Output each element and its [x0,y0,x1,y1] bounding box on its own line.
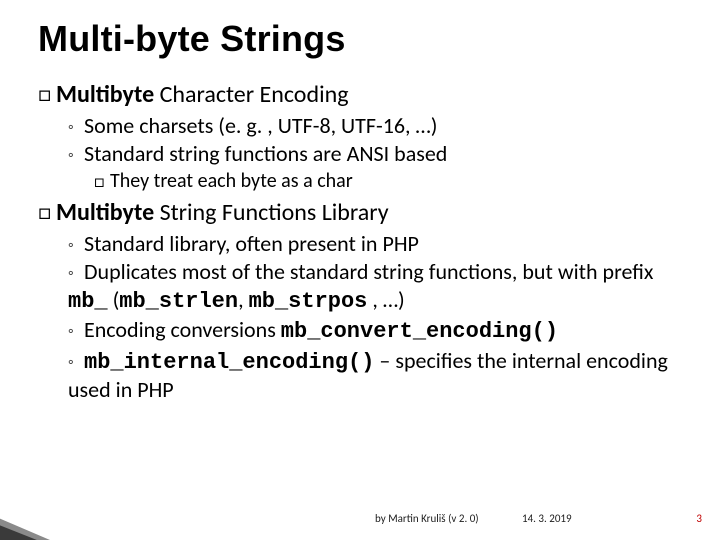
list-item: ◦Standard library, often present in PHP [68,230,682,258]
section-library: □Multibyte String Functions Library ◦Sta… [38,198,682,404]
list-text: They treat each byte as a char [110,169,353,193]
ring-bullet-icon: ◦ [68,353,84,373]
ring-bullet-icon: ◦ [68,118,84,138]
list-item: ◦Some charsets (e. g. , UTF-8, UTF-16, …… [68,112,682,140]
list-item: ◦Encoding conversions mb_convert_encodin… [68,316,682,346]
text-frag: , [238,286,248,313]
ring-bullet-icon: ◦ [68,146,84,166]
ring-bullet-icon: ◦ [68,264,84,284]
code-frag: mb_strlen [119,289,238,314]
list-text: Standard string functions are ANSI based [84,140,447,167]
heading-library: □Multibyte String Functions Library [38,198,682,228]
code-frag: mb_ [68,289,108,314]
list-text: mb_internal_encoding() – specifies the i… [68,347,668,404]
heading-bold: Multibyte [56,198,154,227]
list-item: ◦Standard string functions are ANSI base… [68,140,682,168]
code-frag: mb_strpos [249,289,368,314]
slide-title: Multi-byte Strings [38,20,682,58]
square-bullet-icon: □ [38,80,56,108]
footer-date: 14. 3. 2019 [522,512,572,525]
footer-page-number: 3 [696,512,702,525]
list-item: ◦mb_internal_encoding() – specifies the … [68,347,682,404]
corner-decoration [0,481,114,540]
code-frag: mb_internal_encoding() [84,350,374,375]
text-frag: ( [108,286,120,313]
list-item: ◦Duplicates most of the standard string … [68,258,682,315]
list-text: Some charsets (e. g. , UTF-8, UTF-16, …) [84,112,437,139]
square-bullet-icon: □ [94,170,110,193]
section-encoding: □Multibyte Character Encoding ◦Some char… [38,80,682,194]
list-item: □They treat each byte as a char [94,169,682,194]
slide: Multi-byte Strings □Multibyte Character … [0,0,720,540]
footer-author: by Martin Kruliš (v 2. 0) [375,512,479,525]
code-frag: mb_convert_encoding() [281,319,558,344]
heading-rest: Character Encoding [160,80,349,109]
text-frag: Duplicates most of the standard string f… [84,258,653,285]
list-text: Duplicates most of the standard string f… [68,258,653,313]
heading-bold: Multibyte [56,80,154,109]
ring-bullet-icon: ◦ [68,322,84,342]
heading-rest: String Functions Library [160,198,389,227]
list-text: Standard library, often present in PHP [84,230,419,257]
heading-encoding: □Multibyte Character Encoding [38,80,682,110]
text-frag: , …) [367,286,404,313]
list-text: Encoding conversions mb_convert_encoding… [84,316,558,343]
text-frag: Encoding conversions [84,316,281,343]
ring-bullet-icon: ◦ [68,236,84,256]
square-bullet-icon: □ [38,198,56,226]
